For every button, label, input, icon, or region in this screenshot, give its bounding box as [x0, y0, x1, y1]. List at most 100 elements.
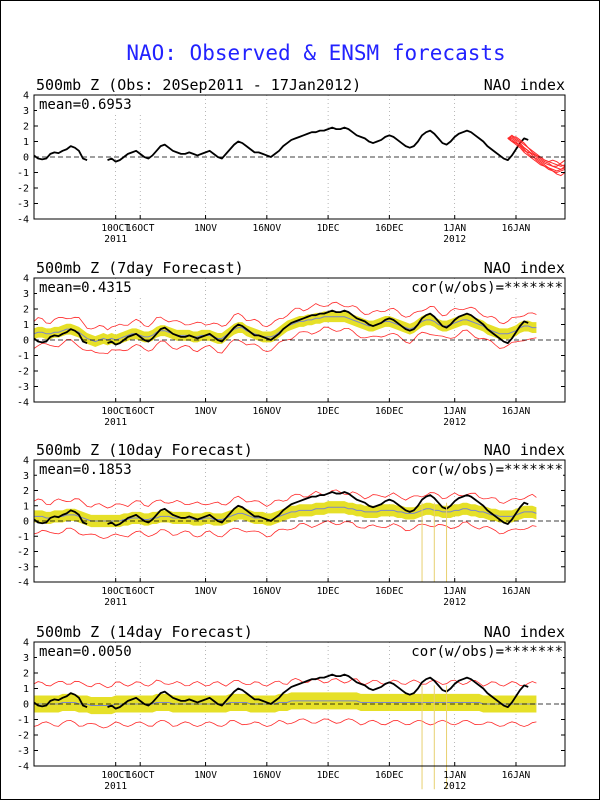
- panel-title: 500mb Z (14day Forecast): [36, 623, 253, 641]
- y-tick-label: -2: [17, 731, 29, 742]
- y-tick-label: 0: [23, 700, 29, 711]
- x-tick-label: 16OCT: [126, 586, 155, 597]
- x-tick-year-label: 2012: [443, 234, 466, 245]
- observed-nao-line: [34, 126, 529, 163]
- y-tick-label: 2: [23, 486, 29, 497]
- y-tick-label: -4: [17, 762, 29, 773]
- x-tick-label: 16OCT: [126, 406, 155, 417]
- chart-panel-4: 500mb Z (14day Forecast) NAO index -4 -3 -2 -…: [17, 623, 566, 792]
- x-tick-label: 1NOV: [194, 406, 217, 417]
- x-tick-label: 1JAN: [443, 223, 466, 234]
- y-tick-label: 3: [23, 106, 29, 117]
- cor-label-bg: [407, 644, 563, 659]
- mean-label-bg: [37, 280, 159, 295]
- x-tick-label: 10OCT: [101, 406, 130, 417]
- ensemble-member-line: [507, 137, 565, 170]
- y-tick-label: -1: [17, 715, 29, 726]
- x-tick-label: 1JAN: [443, 586, 466, 597]
- y-tick-label: -3: [17, 562, 29, 573]
- ensemble-upper-envelope: [34, 301, 537, 331]
- x-tick-label: 16OCT: [126, 770, 155, 781]
- y-tick-label: 2: [23, 669, 29, 680]
- plot-layer: [34, 301, 537, 355]
- x-tick-label: 16NOV: [253, 770, 282, 781]
- y-tick-label: 1: [23, 501, 29, 512]
- y-tick-label: 4: [23, 274, 29, 285]
- y-tick-label: -2: [17, 367, 29, 378]
- x-tick-label: 1DEC: [317, 586, 340, 597]
- x-tick-label: 16OCT: [126, 223, 155, 234]
- chart-panel-1: 500mb Z (Obs: 20Sep2011 - 17Jan2012) NAO …: [17, 76, 566, 245]
- y-tick-label: 2: [23, 122, 29, 133]
- mean-label: mean=0.4315: [39, 280, 132, 296]
- ensemble-member-line: [507, 136, 565, 167]
- x-tick-label: 16JAN: [502, 223, 531, 234]
- y-tick-label: -4: [17, 215, 29, 226]
- x-tick-label: 10OCT: [101, 586, 130, 597]
- y-tick-label: -4: [17, 398, 29, 409]
- mean-label: mean=0.1853: [39, 462, 132, 478]
- y-tick-label: -2: [17, 547, 29, 558]
- y-tick-label: 1: [23, 137, 29, 148]
- observed-nao-line: [34, 491, 529, 527]
- y-tick-label: 4: [23, 456, 29, 467]
- correlation-label: cor(w/obs)=*******: [411, 644, 563, 660]
- panel-right-title: NAO index: [484, 76, 565, 94]
- ensemble-member-line: [507, 138, 565, 174]
- y-tick-label: -4: [17, 578, 29, 589]
- mean-label-bg: [37, 462, 159, 477]
- y-tick-label: 3: [23, 653, 29, 664]
- x-tick-label: 1DEC: [317, 770, 340, 781]
- y-tick-label: -2: [17, 184, 29, 195]
- x-tick-year-label: 2012: [443, 781, 466, 792]
- x-tick-label: 16DEC: [375, 223, 404, 234]
- y-tick-label: 2: [23, 305, 29, 316]
- y-tick-label: 0: [23, 336, 29, 347]
- x-tick-label: 10OCT: [101, 223, 130, 234]
- y-tick-label: 1: [23, 320, 29, 331]
- panel-title: 500mb Z (7day Forecast): [36, 259, 244, 277]
- chart-panel-2: 500mb Z (7day Forecast) NAO index -4 -3 -2 -1…: [17, 259, 566, 428]
- y-tick-label: 4: [23, 638, 29, 649]
- panel-right-title: NAO index: [484, 259, 565, 277]
- x-tick-label: 1JAN: [443, 406, 466, 417]
- panel-right-title: NAO index: [484, 623, 565, 641]
- panel-title: 500mb Z (10day Forecast): [36, 441, 253, 459]
- x-tick-label: 16JAN: [502, 586, 531, 597]
- page-title: NAO: Observed & ENSM forecasts: [126, 41, 505, 65]
- observed-nao-line: [34, 309, 529, 346]
- y-tick-label: 3: [23, 471, 29, 482]
- correlation-label: cor(w/obs)=*******: [411, 280, 563, 296]
- y-tick-label: -1: [17, 351, 29, 362]
- ensemble-spread-band: [34, 311, 537, 347]
- x-tick-label: 16NOV: [253, 406, 282, 417]
- y-tick-label: 1: [23, 684, 29, 695]
- x-tick-label: 16NOV: [253, 223, 282, 234]
- x-tick-year-label: 2011: [104, 597, 127, 608]
- ensemble-member-line: [507, 138, 565, 177]
- panel-title: 500mb Z (Obs: 20Sep2011 - 17Jan2012): [36, 76, 361, 94]
- x-tick-label: 1JAN: [443, 770, 466, 781]
- x-tick-label: 1NOV: [194, 586, 217, 597]
- y-tick-label: -3: [17, 382, 29, 393]
- x-tick-label: 16DEC: [375, 586, 404, 597]
- x-tick-label: 1DEC: [317, 406, 340, 417]
- y-tick-label: 0: [23, 153, 29, 164]
- y-tick-label: 0: [23, 517, 29, 528]
- ensemble-upper-envelope: [34, 677, 537, 689]
- y-tick-label: -1: [17, 532, 29, 543]
- mean-label: mean=0.0050: [39, 644, 132, 660]
- x-tick-label: 1NOV: [194, 770, 217, 781]
- x-tick-year-label: 2012: [443, 417, 466, 428]
- x-tick-label: 10OCT: [101, 770, 130, 781]
- x-tick-label: 1NOV: [194, 223, 217, 234]
- plot-layer: [34, 673, 537, 729]
- ensemble-member-line: [507, 136, 565, 167]
- ensemble-lower-envelope: [34, 520, 537, 539]
- y-tick-label: -3: [17, 199, 29, 210]
- x-tick-label: 16DEC: [375, 406, 404, 417]
- x-tick-year-label: 2011: [104, 781, 127, 792]
- x-tick-label: 16NOV: [253, 586, 282, 597]
